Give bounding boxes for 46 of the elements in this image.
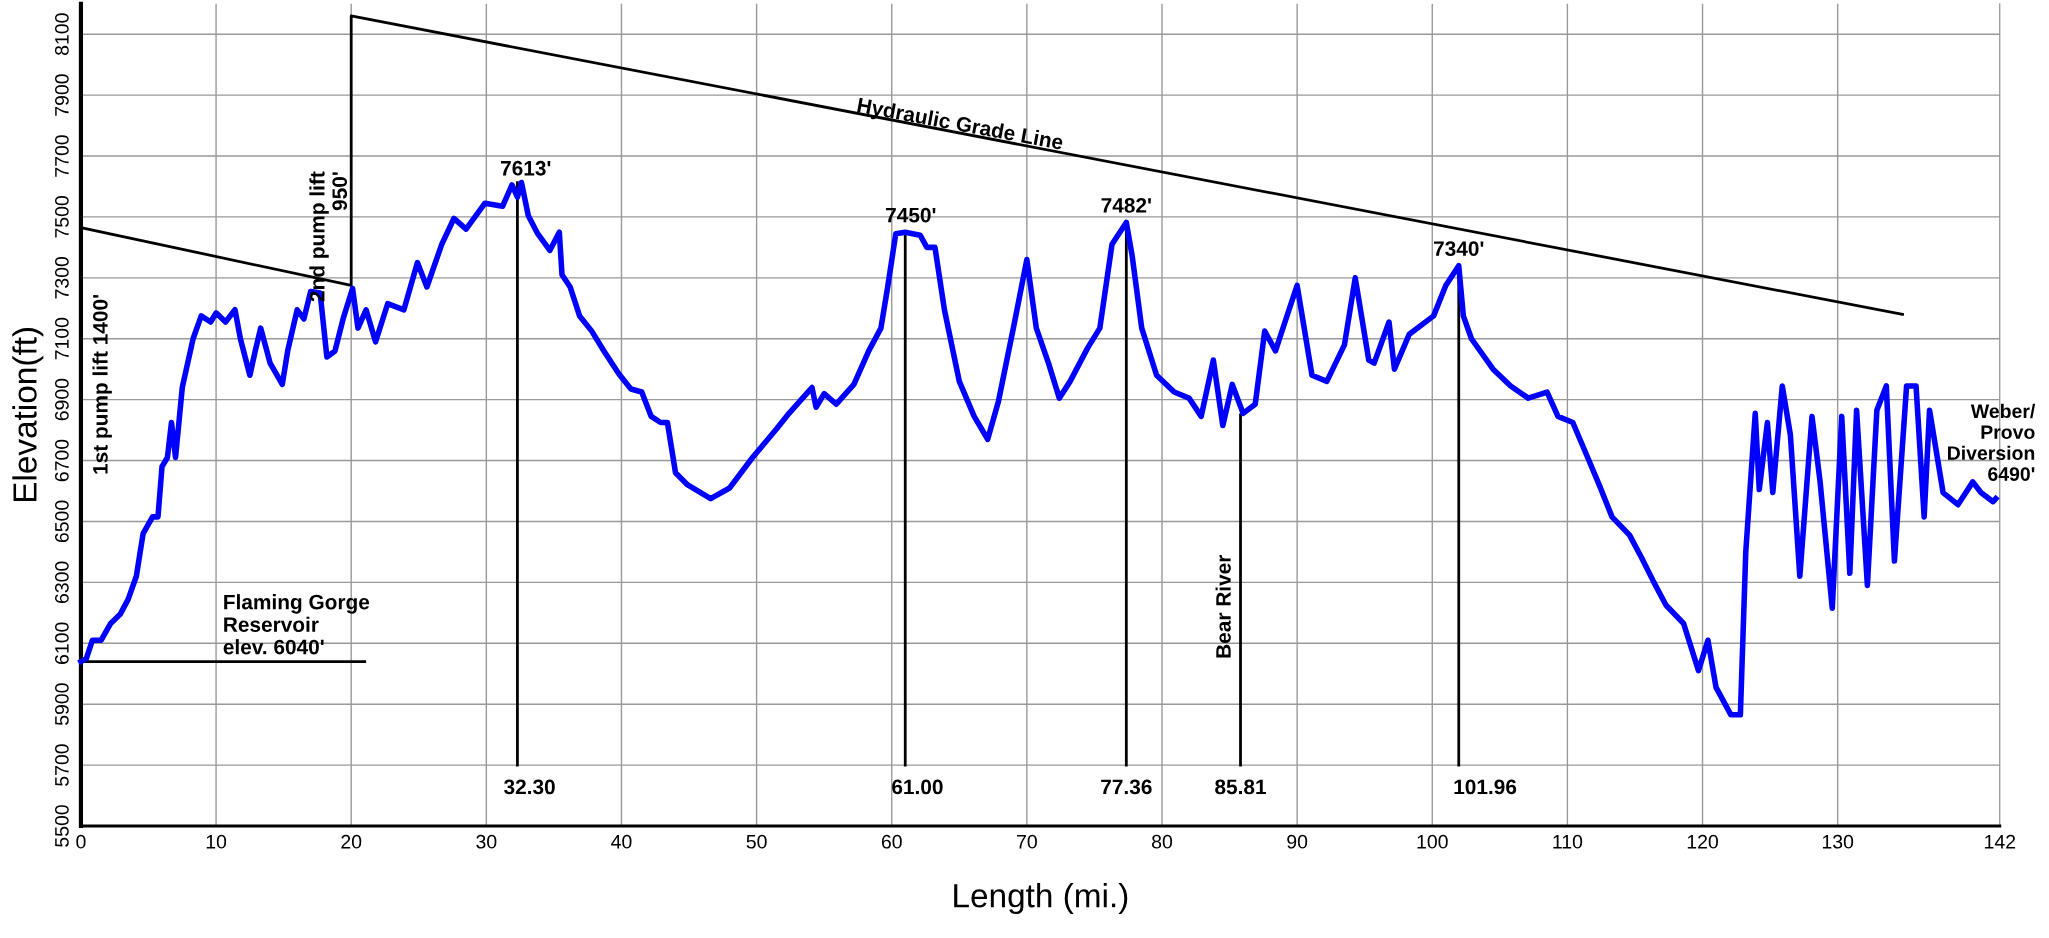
annotation: Flaming Gorge Reservoir elev. 6040' <box>223 594 370 655</box>
annotation: 1st pump lift 1400' <box>92 295 112 474</box>
annotation: 2nd pump lift 950' <box>309 171 348 302</box>
x-axis-title: Length (mi.) <box>954 883 1128 915</box>
annotation: 7340' <box>1434 241 1484 257</box>
y-tick-label: 5500 <box>54 805 69 847</box>
x-tick-label: 100 <box>1417 834 1448 849</box>
annotation: 7613' <box>501 160 551 176</box>
x-tick-label: 90 <box>1287 834 1308 849</box>
y-tick-label: 5700 <box>54 744 69 786</box>
x-tick-label: 50 <box>746 834 767 849</box>
y-tick-label: 7100 <box>54 317 69 360</box>
annotation: 61.00 <box>892 779 943 795</box>
annotation: 85.81 <box>1215 779 1266 795</box>
x-tick-label: 40 <box>611 834 632 849</box>
y-tick-label: 6900 <box>54 378 69 421</box>
annotation: 7450' <box>886 207 936 223</box>
y-axis-title: Elevation(ft) <box>12 328 44 502</box>
x-tick-label: 120 <box>1687 834 1718 849</box>
x-tick-label: 60 <box>881 834 902 849</box>
annotation: 7482' <box>1101 197 1151 213</box>
x-tick-label: 80 <box>1152 834 1173 849</box>
x-tick-label: 20 <box>341 834 362 849</box>
x-tick-label: 30 <box>476 834 497 849</box>
annotation: 32.30 <box>504 779 555 795</box>
x-tick-label: 110 <box>1553 834 1583 849</box>
x-tick-label: 130 <box>1822 834 1854 849</box>
x-tick-label: 70 <box>1017 834 1037 849</box>
y-tick-label: 7300 <box>54 256 69 299</box>
annotation: 101.96 <box>1454 779 1517 795</box>
y-tick-label: 6500 <box>54 500 69 543</box>
y-tick-label: 7500 <box>54 196 69 238</box>
y-tick-label: 7900 <box>54 74 69 116</box>
annotation: 77.36 <box>1101 779 1152 795</box>
y-tick-label: 7700 <box>54 135 69 177</box>
y-tick-label: 8100 <box>54 13 69 55</box>
annotation: Weber/ Provo Diversion 6490' <box>1948 403 2036 481</box>
x-tick-label: 10 <box>206 834 227 849</box>
annotation: Bear River <box>1215 554 1231 658</box>
y-tick-label: 6100 <box>54 622 69 664</box>
y-tick-label: 6700 <box>54 439 69 482</box>
x-tick-label: 142 <box>1985 834 2016 849</box>
y-tick-label: 6300 <box>54 561 69 604</box>
x-tick-label: 0 <box>76 834 86 849</box>
annotation: Hydraulic Grade Line <box>856 97 1064 154</box>
y-tick-label: 5900 <box>54 683 69 726</box>
